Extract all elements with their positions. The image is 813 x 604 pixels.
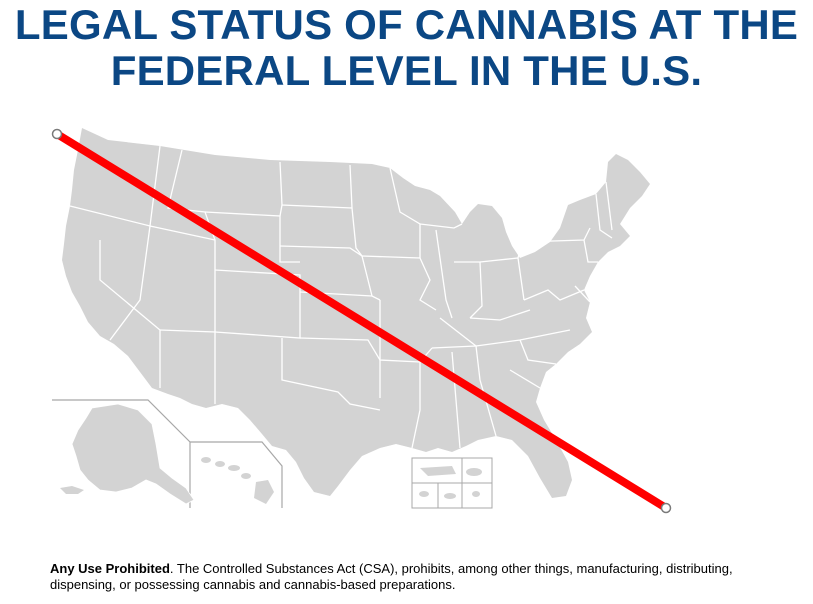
caption-text: . The Controlled Substances Act (CSA), p… [50, 561, 733, 592]
territory-shapes [419, 466, 482, 499]
hawaii-shapes [201, 457, 274, 504]
prohibition-strike-line [54, 130, 669, 512]
title-line-2: FEDERAL LEVEL IN THE U.S. [110, 47, 703, 94]
line-end-handle-icon[interactable] [660, 502, 672, 514]
title-line-1: LEGAL STATUS OF CANNABIS AT THE [14, 1, 799, 48]
slide-title: LEGAL STATUS OF CANNABIS AT THE FEDERAL … [0, 2, 813, 94]
inset-frame-ak-hi [52, 399, 283, 508]
territories-inset [411, 457, 493, 509]
line-start-handle-icon[interactable] [51, 128, 63, 140]
aleutian-islands [60, 486, 84, 494]
alaska-shape [71, 403, 195, 505]
state-borders [69, 145, 613, 449]
caption: Any Use Prohibited. The Controlled Subst… [50, 561, 790, 593]
caption-bold: Any Use Prohibited [50, 561, 170, 576]
